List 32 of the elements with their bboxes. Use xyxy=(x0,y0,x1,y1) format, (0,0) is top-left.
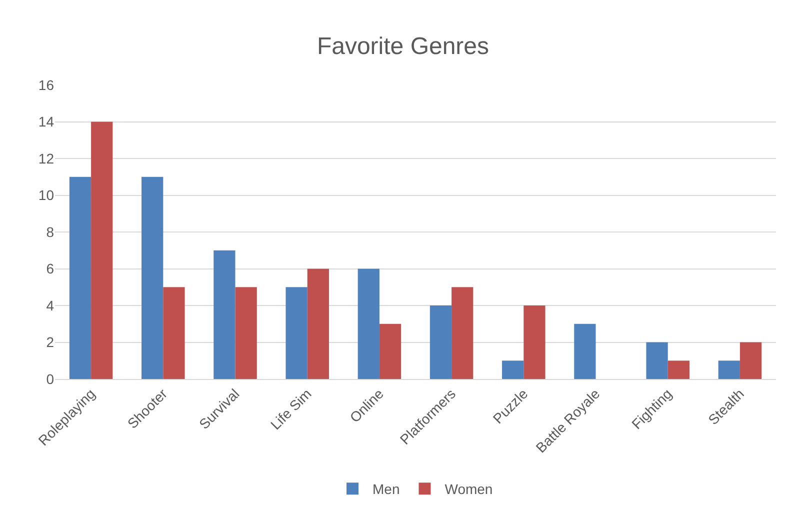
y-tick-label: 10 xyxy=(38,187,54,204)
y-tick-label: 8 xyxy=(46,224,54,240)
y-tick-label: 0 xyxy=(46,370,54,387)
bar xyxy=(358,268,380,379)
bar xyxy=(524,306,546,379)
y-tick-label: 14 xyxy=(38,114,54,130)
bar xyxy=(452,287,474,379)
legend-label: Women xyxy=(444,481,493,498)
bar xyxy=(646,342,668,379)
legend-label: Men xyxy=(372,481,400,498)
y-tick-label: 4 xyxy=(46,297,54,314)
x-tick-label: Life Sim xyxy=(267,386,314,433)
bar xyxy=(718,360,740,379)
bar xyxy=(307,268,329,379)
y-tick-label: 2 xyxy=(46,334,54,350)
bar xyxy=(379,324,402,379)
y-tick-label: 6 xyxy=(46,260,54,277)
chart-title: Favorite Genres xyxy=(316,32,490,60)
bar xyxy=(91,122,113,379)
bar xyxy=(142,176,164,379)
bar xyxy=(163,287,185,379)
bar xyxy=(574,324,596,379)
y-tick-label: 16 xyxy=(38,76,54,93)
bar xyxy=(286,287,308,379)
bar xyxy=(214,250,236,379)
bar xyxy=(502,360,524,379)
bar xyxy=(235,287,257,379)
y-tick-label: 12 xyxy=(38,150,54,166)
bar xyxy=(668,360,690,379)
bar xyxy=(740,342,762,379)
bar xyxy=(69,176,92,379)
bar xyxy=(430,306,452,379)
